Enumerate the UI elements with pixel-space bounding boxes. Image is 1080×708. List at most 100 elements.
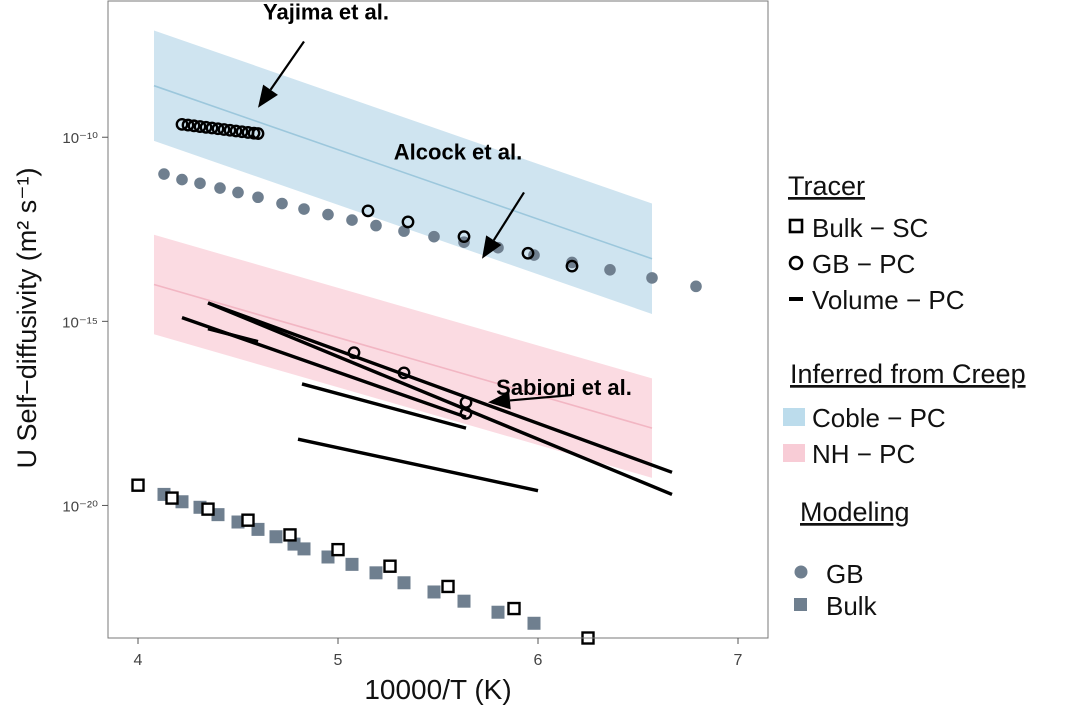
tracer-gb-pc-point-9 <box>229 124 243 138</box>
modeling-bulk-point-13 <box>427 585 441 599</box>
legend-title-modeling: Modeling <box>800 497 910 527</box>
annotation-label-0: Yajima et al. <box>263 0 389 24</box>
modeling-gb-point-3 <box>214 182 226 194</box>
tracer-bulk-sc-point-3 <box>241 513 255 527</box>
legend-label-modeling-gb: GB <box>826 559 864 589</box>
modeling-bulk-point-10 <box>345 557 359 571</box>
tracer-bulk-sc-point-1 <box>165 491 179 505</box>
plot-frame <box>107 0 769 639</box>
annotation-arrow-head-1 <box>482 235 502 259</box>
modeling-gb-point-6 <box>276 197 288 210</box>
legend-label-coble: Coble − PC <box>812 403 946 433</box>
tracer-gb-pc-point-3 <box>193 120 207 133</box>
tracer-gb-pc-point-18 <box>565 259 579 273</box>
annotation-arrow-shaft-1 <box>492 191 525 241</box>
modeling-gb-point-11 <box>398 225 410 237</box>
tracer-gb-pc-point-7 <box>217 123 231 136</box>
tracer-gb-pc-point-8 <box>223 123 237 137</box>
modeling-gb-point-7 <box>298 203 310 215</box>
annotation-label-1: Alcock et al. <box>394 139 522 164</box>
tracer-bulk-sc-series <box>131 478 595 645</box>
y-tick-label-1: 10⁻¹⁵ <box>62 314 98 331</box>
creep-bands <box>153 30 653 478</box>
tracer-gb-pc-point-2 <box>187 119 201 133</box>
legend-title-tracer: Tracer <box>788 171 865 201</box>
legend-symbol-modeling-bulk <box>794 598 807 611</box>
tracer-bulk-sc-point-2 <box>201 502 215 516</box>
modeling-gb-series <box>158 168 702 293</box>
modeling-gb-point-12 <box>428 230 440 243</box>
annotation-arrow-head-2 <box>488 391 511 410</box>
legend-label-gb-pc: GB − PC <box>812 249 915 279</box>
modeling-bulk-point-6 <box>269 530 283 544</box>
tracer-gb-pc-point-17 <box>521 246 535 260</box>
tracer-gb-pc-point-14 <box>361 204 375 218</box>
modeling-gb-point-9 <box>346 214 358 226</box>
tracer-gb-pc-point-13 <box>251 127 265 140</box>
modeling-bulk-point-1 <box>175 495 189 509</box>
legend-symbol-modeling-gb <box>794 565 808 579</box>
tracer-bulk-sc-point-6 <box>383 559 397 573</box>
legend-label-modeling-bulk: Bulk <box>826 591 878 621</box>
legend-swatch-coble <box>783 408 805 426</box>
modeling-gb-point-16 <box>566 256 578 269</box>
modeling-gb-point-10 <box>370 219 382 232</box>
axes: 4 5 6 7 10⁻¹⁰ 10⁻¹⁵ 10⁻²⁰ <box>62 130 742 669</box>
volume-pc-lines <box>181 301 673 496</box>
x-tick-label-3: 7 <box>734 652 743 669</box>
modeling-gb-point-1 <box>176 173 188 186</box>
modeling-bulk-point-14 <box>457 594 471 608</box>
annotation-arrow-head-0 <box>258 84 278 108</box>
legend-label-volume-pc: Volume − PC <box>812 285 964 315</box>
legend: Tracer Bulk − SC GB − PC Volume − PC Inf… <box>783 171 1026 621</box>
tracer-gb-pc-point-10 <box>235 125 249 139</box>
modeling-gb-point-2 <box>194 177 206 190</box>
modeling-gb-point-0 <box>158 168 170 180</box>
modeling-bulk-point-15 <box>491 605 505 619</box>
legend-title-creep: Inferred from Creep <box>790 359 1026 389</box>
band-nh-center-line <box>153 283 653 429</box>
volume-pc-line-5 <box>297 437 539 493</box>
tracer-gb-pc-point-6 <box>211 122 225 136</box>
x-tick-label-0: 4 <box>134 652 143 669</box>
tracer-gb-pc-point-15 <box>401 215 415 229</box>
tracer-gb-pc-point-16 <box>457 230 471 244</box>
modeling-gb-point-4 <box>232 186 244 199</box>
volume-pc-line-0 <box>207 301 673 496</box>
annotation-arrow-shaft-2 <box>509 393 573 402</box>
modeling-gb-point-5 <box>252 191 264 204</box>
legend-label-bulk-sc: Bulk − SC <box>812 213 928 243</box>
modeling-bulk-series <box>157 487 541 630</box>
tracer-bulk-sc-point-8 <box>507 601 521 616</box>
volume-pc-line-3 <box>207 327 259 344</box>
tracer-gb-pc-point-20 <box>397 366 411 380</box>
x-tick-label-2: 6 <box>534 652 543 669</box>
tracer-bulk-sc-point-4 <box>283 528 297 542</box>
modeling-bulk-point-4 <box>231 515 245 529</box>
tracer-gb-pc-point-0 <box>175 117 189 131</box>
modeling-bulk-point-12 <box>397 576 411 590</box>
modeling-bulk-point-16 <box>527 616 541 630</box>
legend-label-nh: NH − PC <box>812 439 915 469</box>
modeling-bulk-point-9 <box>321 550 335 564</box>
annotation-arrow-shaft-0 <box>269 40 305 91</box>
y-axis-label: U Self−diffusivity (m² s⁻¹) <box>12 167 42 468</box>
legend-symbol-gb-pc <box>788 255 804 271</box>
volume-pc-line-4 <box>301 382 467 430</box>
tracer-gb-pc-point-1 <box>181 118 195 132</box>
modeling-gb-point-8 <box>322 208 334 221</box>
modeling-gb-point-18 <box>646 272 658 284</box>
tracer-bulk-sc-point-5 <box>331 542 345 557</box>
modeling-gb-point-19 <box>690 280 702 293</box>
volume-pc-line-1 <box>207 301 673 474</box>
tracer-bulk-sc-point-7 <box>441 579 455 594</box>
modeling-bulk-point-5 <box>251 522 265 536</box>
tracer-gb-pc-point-5 <box>205 121 219 135</box>
modeling-gb-point-17 <box>604 263 616 276</box>
tracer-gb-pc-point-22 <box>459 406 473 420</box>
y-tick-label-0: 10⁻¹⁰ <box>62 130 98 147</box>
y-tick-label-2: 10⁻²⁰ <box>62 498 98 515</box>
modeling-bulk-point-3 <box>211 508 225 522</box>
tracer-gb-pc-point-4 <box>199 120 213 134</box>
